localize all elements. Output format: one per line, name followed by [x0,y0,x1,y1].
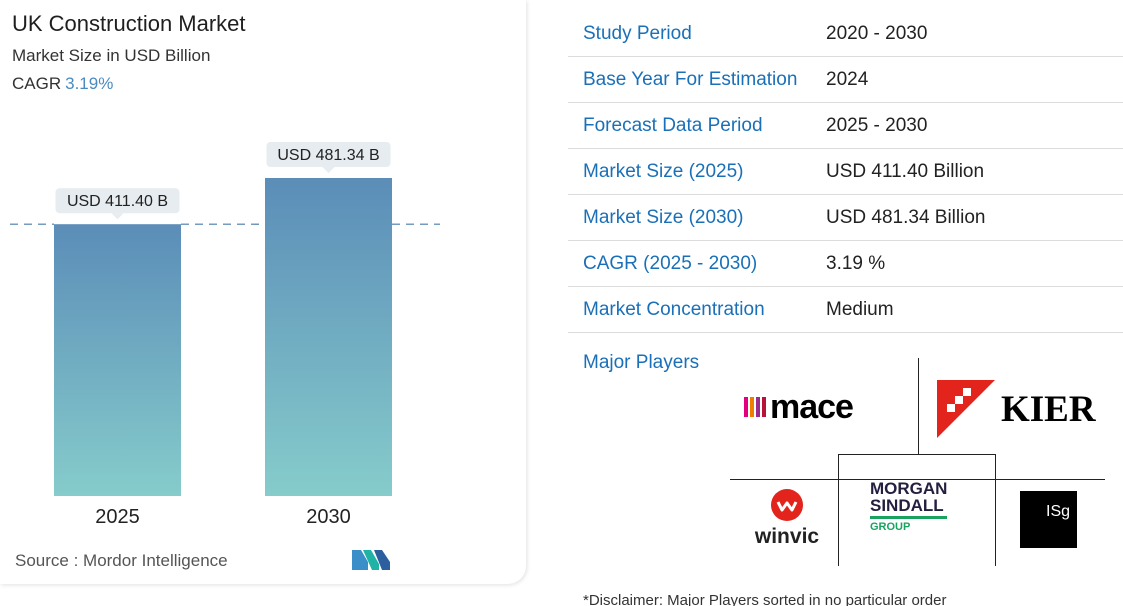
mace-wordmark: mace [770,388,854,426]
morgan-wordmark-line1: MORGAN [870,479,948,498]
data-label: USD 411.40 B [67,193,168,210]
info-label: CAGR (2025 - 2030) [583,252,758,274]
info-label: Study Period [583,22,692,44]
bar-chart: USD 411.40 B 2025 USD 481.34 B 2030 [10,142,440,528]
disclaimer-text: *Disclaimer: Major Players sorted in no … [583,592,947,606]
info-label: Forecast Data Period [583,114,763,136]
data-label-box [55,188,180,214]
logo-grid-box-right [995,454,996,566]
winvic-wordmark: winvic [754,525,820,548]
info-value: 2025 - 2030 [826,114,928,136]
winvic-logo: winvic [754,488,820,549]
chart-card: UK Construction Market Market Size in US… [0,0,526,584]
bar-2030 [265,178,392,496]
info-label: Market Size (2025) [583,160,744,182]
major-players-heading: Major Players [583,352,700,373]
logo-grid-horizontal [730,479,1105,480]
info-row: Forecast Data Period 2025 - 2030 [568,103,1123,149]
mace-logo: mace [744,388,854,426]
info-row: Study Period 2020 - 2030 [568,11,1123,57]
chart-subtitle: Market Size in USD Billion [12,46,211,65]
mace-bars-icon [744,397,766,417]
logo-grid-box-top [838,454,996,455]
info-value: Medium [826,298,894,320]
logo-grid-vertical-top [918,358,919,454]
x-tick-label: 2030 [306,506,351,528]
info-row: Market Size (2025) USD 411.40 Billion [568,149,1123,195]
mordor-intelligence-logo [352,550,390,570]
kier-logo: KIER [937,380,1096,438]
morgan-sindall-logo: MORGAN SINDALL GROUP [870,479,948,533]
kier-wordmark: KIER [1001,388,1096,430]
info-row: CAGR (2025 - 2030) 3.19 % [568,241,1123,287]
data-label: USD 481.34 B [277,147,379,164]
data-label-box [266,142,391,167]
info-label: Base Year For Estimation [583,68,798,90]
data-label-pointer [111,213,124,220]
info-row: Market Size (2030) USD 481.34 Billion [568,195,1123,241]
isg-logo: ISg [1020,491,1077,548]
isg-wordmark: ISg [1046,503,1071,520]
info-value: 2020 - 2030 [826,22,928,44]
info-value: 3.19 % [826,252,886,274]
cagr-value: 3.19% [65,74,114,93]
logo-grid-box-left [838,454,839,566]
morgan-wordmark-line2: SINDALL [870,497,948,519]
winvic-emblem-icon [771,489,803,521]
market-info-table: Study Period 2020 - 2030 Base Year For Est… [568,11,1123,333]
info-value: USD 481.34 Billion [826,206,986,228]
x-tick-label: 2025 [95,506,140,528]
source-text: Source : Mordor Intelligence [15,551,228,570]
info-value: USD 411.40 Billion [826,160,985,182]
chart-title: UK Construction Market [12,11,246,36]
morgan-wordmark-line3: GROUP [870,521,911,533]
info-value: 2024 [826,68,869,90]
cagr-line: CAGR 3.19% [12,74,113,94]
info-label: Market Size (2030) [583,206,744,228]
data-label-pointer [322,167,335,173]
info-label: Market Concentration [583,298,765,320]
kier-emblem-icon [937,380,995,438]
info-row: Base Year For Estimation 2024 [568,57,1123,103]
cagr-label: CAGR [12,74,62,93]
info-row: Market Concentration Medium [568,287,1123,333]
bar-2025 [54,224,181,497]
